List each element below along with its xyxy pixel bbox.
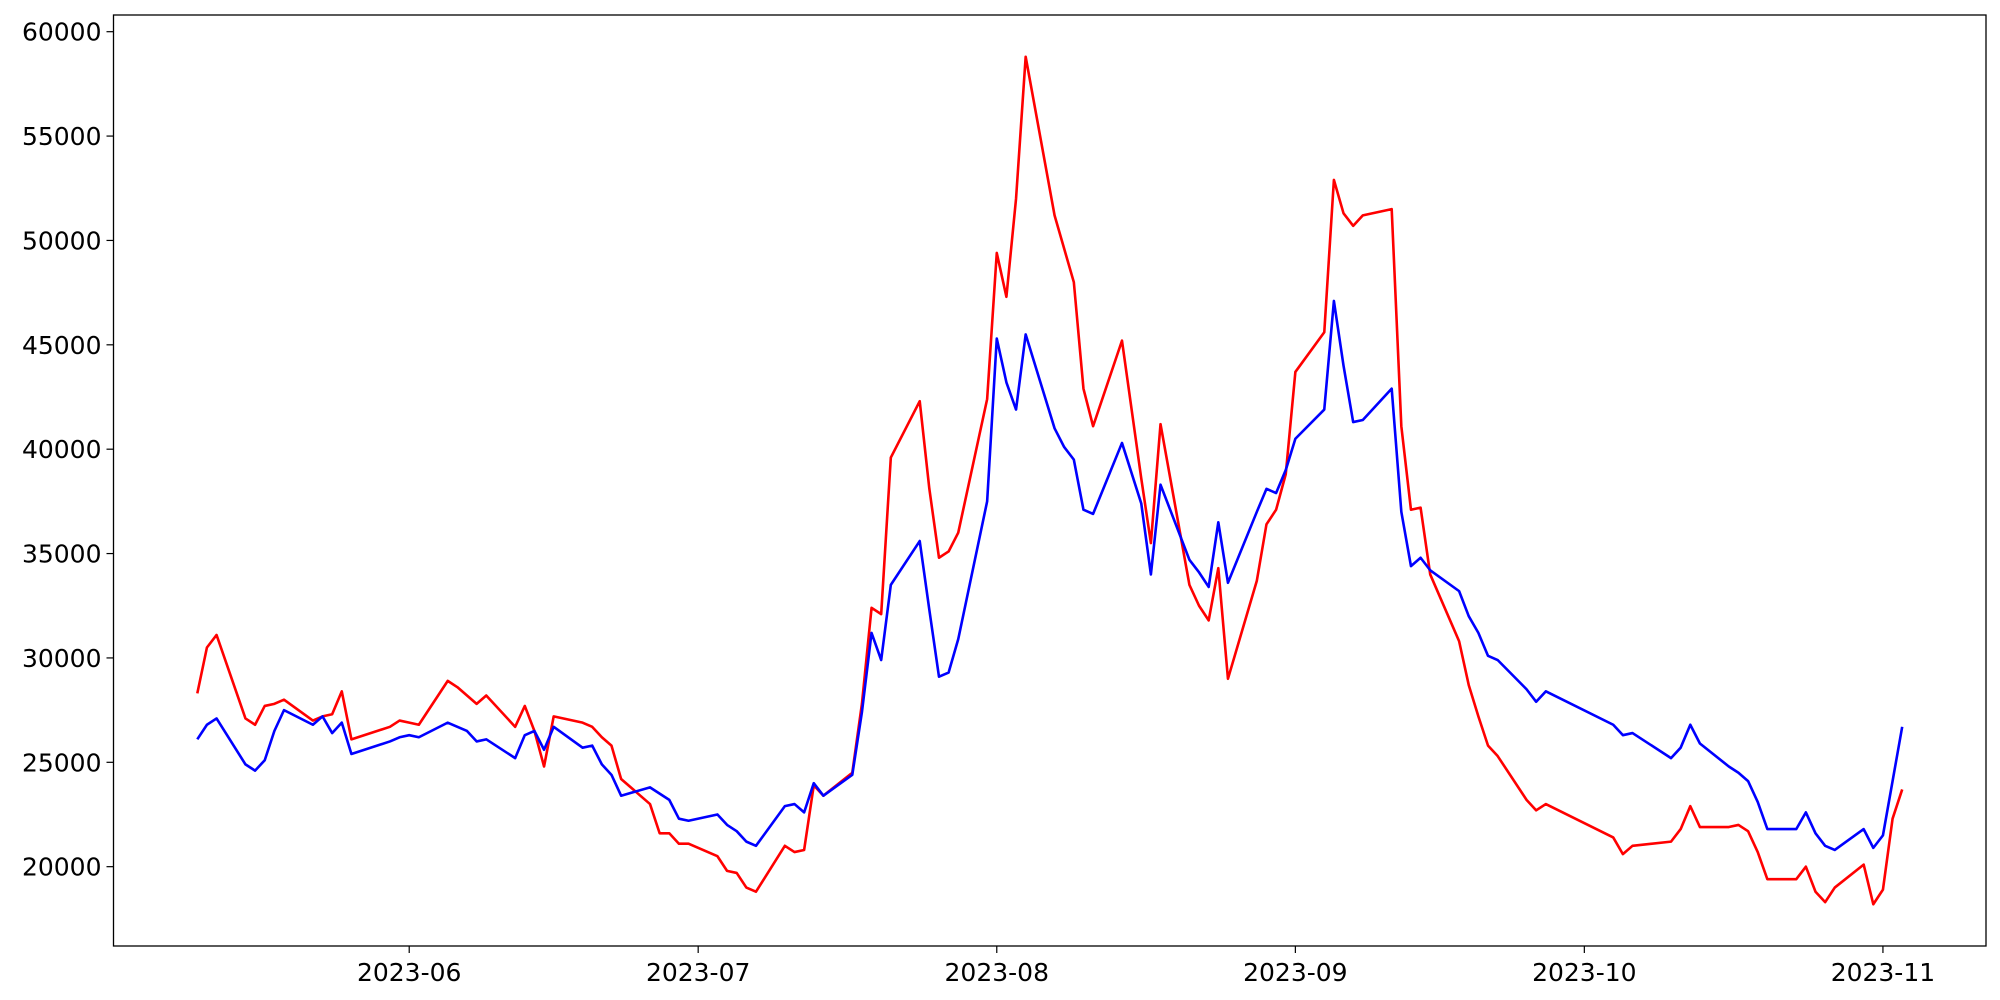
y-tick-label: 35000	[22, 540, 102, 569]
y-tick-label: 40000	[22, 435, 102, 464]
y-tick-label: 55000	[22, 122, 102, 151]
series-line	[196, 55, 1904, 906]
y-tick-label: 45000	[22, 331, 102, 360]
y-tick-label: 60000	[22, 18, 102, 47]
y-tick-label: 25000	[22, 748, 102, 777]
x-tick-label: 2023-06	[357, 958, 461, 987]
y-tick-label: 20000	[22, 853, 102, 882]
axes-frame	[112, 14, 1987, 947]
y-tick-label: 30000	[22, 644, 102, 673]
y-tick-label: 50000	[22, 226, 102, 255]
x-tick-label: 2023-11	[1831, 958, 1935, 987]
series-line	[196, 299, 1904, 852]
plot-area	[196, 55, 1904, 906]
x-tick-label: 2023-09	[1243, 958, 1347, 987]
x-tick-label: 2023-07	[646, 958, 750, 987]
x-tick-label: 2023-08	[945, 958, 1049, 987]
x-tick-label: 2023-10	[1532, 958, 1636, 987]
